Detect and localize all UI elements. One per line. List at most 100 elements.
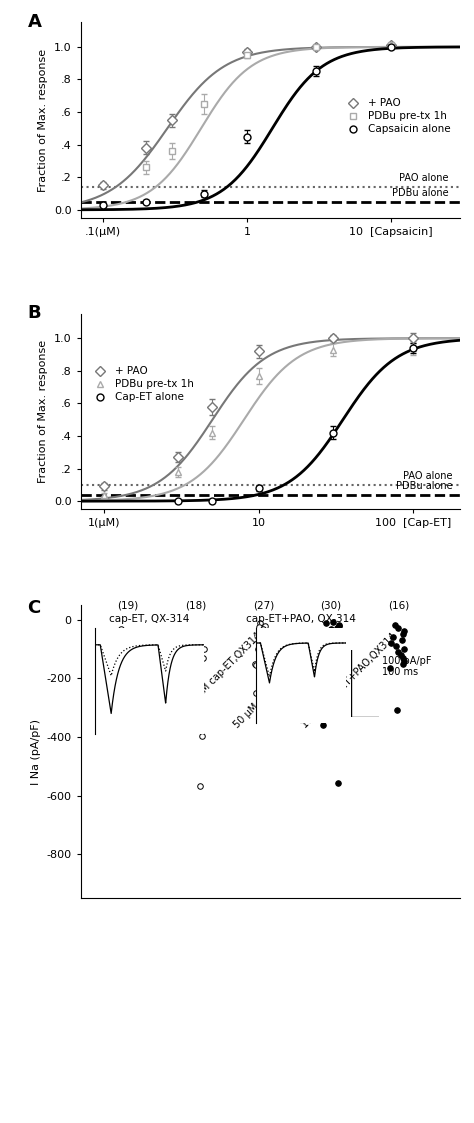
- Text: cap-ET, QX-314: cap-ET, QX-314: [109, 614, 190, 624]
- Point: [260, 651, 268, 669]
- Point: [263, 660, 271, 678]
- Point: [185, 651, 193, 669]
- Text: 50 μM cap-ET,QX314: 50 μM cap-ET,QX314: [184, 631, 264, 710]
- Point: [125, 637, 132, 655]
- Point: [332, 638, 340, 656]
- Text: A: A: [27, 12, 41, 30]
- Point: [195, 659, 202, 677]
- Point: [259, 620, 266, 638]
- Point: [321, 629, 328, 647]
- Point: [123, 669, 131, 687]
- Point: [117, 655, 124, 673]
- Legend: + PAO, PDBu pre-tx 1h, Capsaicin alone: + PAO, PDBu pre-tx 1h, Capsaicin alone: [338, 94, 455, 138]
- Point: [264, 633, 271, 651]
- Legend: + PAO, PDBu pre-tx 1h, Cap-ET alone: + PAO, PDBu pre-tx 1h, Cap-ET alone: [86, 362, 198, 407]
- Point: [323, 614, 330, 632]
- Point: [321, 623, 328, 641]
- Point: [259, 631, 266, 649]
- Point: [330, 648, 338, 666]
- Point: [335, 661, 343, 679]
- Point: [392, 637, 400, 655]
- Point: [394, 643, 401, 661]
- Point: [258, 645, 266, 663]
- Point: [399, 649, 407, 667]
- Point: [329, 613, 337, 631]
- Point: [251, 655, 258, 673]
- Point: [387, 634, 395, 652]
- Point: [400, 622, 408, 640]
- Point: [260, 664, 268, 682]
- Point: [263, 669, 271, 687]
- Point: [200, 640, 208, 658]
- Point: [395, 619, 402, 637]
- Point: [183, 627, 191, 645]
- Point: [332, 643, 340, 661]
- Point: [256, 692, 264, 711]
- Point: [128, 630, 136, 648]
- Text: (18): (18): [185, 601, 206, 611]
- Point: [324, 632, 331, 650]
- Point: [333, 655, 340, 673]
- Point: [319, 715, 327, 733]
- Point: [393, 701, 401, 719]
- Point: [199, 649, 207, 667]
- Point: [401, 651, 408, 669]
- Point: [117, 620, 124, 638]
- Point: [129, 651, 137, 669]
- Point: [399, 626, 406, 643]
- Point: [133, 633, 140, 651]
- Point: [327, 626, 334, 643]
- Text: cap-ET: cap-ET: [98, 631, 128, 661]
- Point: [258, 637, 265, 655]
- Point: [252, 684, 259, 702]
- Point: [262, 648, 270, 666]
- Text: PAO alone: PAO alone: [399, 173, 448, 183]
- Point: [325, 630, 332, 648]
- Y-axis label: I Na (pA/pF): I Na (pA/pF): [31, 719, 41, 785]
- Point: [391, 617, 399, 634]
- Point: [324, 631, 332, 649]
- Point: [327, 621, 335, 639]
- Y-axis label: Fraction of Max. response: Fraction of Max. response: [38, 48, 48, 192]
- Text: 100 pA/pF
100 ms: 100 pA/pF 100 ms: [382, 656, 431, 677]
- Text: cap-ET+PAO, QX-314: cap-ET+PAO, QX-314: [246, 614, 356, 624]
- Point: [193, 646, 201, 664]
- Text: (19): (19): [118, 601, 138, 611]
- Y-axis label: Fraction of Max. response: Fraction of Max. response: [38, 340, 48, 483]
- Point: [326, 636, 333, 654]
- Point: [336, 617, 343, 634]
- Point: [397, 646, 404, 664]
- Point: [263, 677, 271, 695]
- Point: [328, 641, 335, 659]
- Point: [335, 618, 343, 636]
- Point: [256, 614, 264, 632]
- Point: [398, 631, 405, 649]
- Point: [120, 645, 128, 663]
- Point: [120, 656, 128, 674]
- Text: PDBu alone: PDBu alone: [392, 188, 448, 198]
- Point: [192, 655, 200, 673]
- Point: [333, 622, 341, 640]
- Point: [401, 640, 408, 658]
- Point: [268, 673, 275, 691]
- Point: [254, 640, 262, 658]
- Point: [327, 628, 335, 646]
- Point: [258, 646, 266, 664]
- Point: [327, 642, 334, 660]
- Point: [124, 646, 132, 664]
- Text: PAO alone: PAO alone: [403, 471, 453, 481]
- Point: [389, 629, 396, 647]
- Text: B: B: [27, 304, 41, 322]
- Point: [267, 639, 274, 657]
- Point: [190, 713, 197, 731]
- Text: (27): (27): [253, 601, 274, 611]
- Point: [192, 673, 200, 691]
- Point: [400, 655, 407, 673]
- Point: [198, 727, 205, 745]
- Point: [124, 640, 132, 658]
- Point: [261, 617, 268, 634]
- Text: 50 μM cap-ET+PAO,QX314: 50 μM cap-ET+PAO,QX314: [232, 631, 331, 730]
- Point: [194, 634, 201, 652]
- Point: [119, 663, 127, 681]
- Point: [132, 677, 139, 695]
